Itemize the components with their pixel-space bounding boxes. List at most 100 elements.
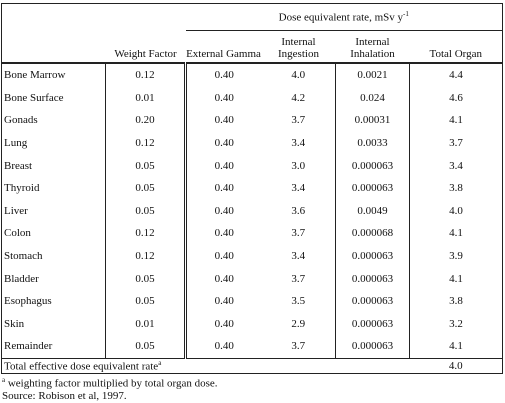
table-cell: 4.1 — [449, 227, 463, 240]
table-row: Breast 0.05 0.40 3.0 0.000063 3.4 — [1, 154, 503, 177]
table-cell: 0.05 — [105, 176, 187, 200]
table-row: Gonads 0.20 0.40 3.7 0.00031 4.1 — [1, 109, 503, 132]
table-cell: 0.40 — [214, 204, 234, 217]
table-row: Bone Marrow 0.12 0.40 4.0 0.0021 4.4 — [1, 63, 503, 87]
table-cell: 2.9 — [261, 312, 336, 336]
table-cell: 0.000063 — [335, 312, 410, 336]
table-cell: 4.0 — [261, 63, 336, 87]
group-header-sup: -1 — [403, 10, 409, 19]
table-cell: 0.01 — [105, 86, 187, 110]
table-cell: 0.000063 — [335, 267, 410, 290]
table-cell: 0.05 — [105, 267, 187, 290]
row-label: Remainder — [1, 335, 106, 359]
table-cell: 3.7 — [449, 137, 463, 150]
table-row: Remainder 0.05 0.40 3.7 0.000063 4.1 — [1, 335, 503, 359]
table-cell: 0.40 — [214, 272, 234, 285]
total-value: 4.0 — [409, 357, 503, 374]
table-row: Bladder 0.05 0.40 3.7 0.000063 4.1 — [1, 267, 503, 290]
total-label: Total effective dose equivalent rate — [4, 360, 159, 373]
column-header: Weight Factor — [105, 30, 186, 64]
row-label: Bladder — [1, 267, 106, 290]
table-row: Colon 0.12 0.40 3.7 0.000068 4.1 — [1, 222, 503, 245]
table-cell: 0.00031 — [335, 109, 410, 132]
table-row: Stomach 0.12 0.40 3.4 0.000063 3.9 — [1, 244, 503, 268]
table-row: Lung 0.12 0.40 3.4 0.0033 3.7 — [1, 131, 503, 155]
table-cell: 0.40 — [214, 137, 234, 150]
table-cell: 0.40 — [214, 340, 234, 353]
table-cell: 3.2 — [449, 317, 463, 330]
table-cell: 0.05 — [105, 289, 187, 313]
table-cell: 4.4 — [449, 69, 463, 82]
column-header: Internal Inhalation — [335, 30, 410, 64]
total-label-sup: a — [158, 358, 162, 367]
table-row: Esophagus 0.05 0.40 3.5 0.000063 3.8 — [1, 289, 503, 313]
row-label: Liver — [1, 199, 106, 223]
page: Dose equivalent rate, mSv y-1 Weight Fac… — [0, 3, 503, 403]
table-cell: 0.40 — [214, 250, 234, 263]
table-row: Bone Surface 0.01 0.40 4.2 0.024 4.6 — [1, 86, 503, 110]
table-cell: 4.1 — [449, 340, 463, 353]
table-cell: 0.12 — [105, 131, 187, 155]
row-label: Breast — [1, 154, 106, 177]
total-row: Total effective dose equivalent ratea 4.… — [1, 357, 503, 374]
row-label: Thyroid — [1, 176, 106, 200]
table-cell: 3.9 — [449, 250, 463, 263]
table-cell: 3.7 — [261, 222, 336, 245]
table-cell: 3.7 — [261, 335, 336, 359]
table-cell: 4.0 — [449, 204, 463, 217]
table-cell: 0.000063 — [335, 176, 410, 200]
table-cell: 0.01 — [105, 312, 187, 336]
row-label: Colon — [1, 222, 106, 245]
table-cell: 0.0049 — [335, 199, 410, 223]
table-cell: 0.05 — [105, 154, 187, 177]
header-row: Dose equivalent rate, mSv y-1 — [2, 3, 503, 31]
table-cell: 3.5 — [261, 289, 336, 313]
footnote-marker: a — [2, 375, 6, 384]
table-row: Skin 0.01 0.40 2.9 0.000063 3.2 — [1, 312, 503, 336]
table-body: Bone Marrow 0.12 0.40 4.0 0.0021 4.4 Bone Surf… — [1, 63, 503, 359]
table-cell: 3.4 — [449, 159, 463, 172]
column-header-row: Weight Factor External Gamma Internal Inge… — [1, 30, 503, 64]
table-row: Thyroid 0.05 0.40 3.4 0.000063 3.8 — [1, 176, 503, 200]
table-cell: 0.0021 — [335, 63, 410, 87]
table-cell: 3.4 — [261, 244, 336, 268]
row-label: Esophagus — [1, 289, 106, 313]
table-cell: 0.40 — [214, 295, 234, 308]
table-cell: 0.20 — [105, 109, 187, 132]
table-cell: 4.6 — [449, 91, 463, 104]
source: Source: Robison et al, 1997. — [2, 390, 127, 403]
group-header: Dose equivalent rate, mSv y-1 — [185, 3, 503, 31]
column-header: Total Organ — [409, 30, 503, 64]
row-label: Stomach — [1, 244, 106, 268]
table-cell: 0.40 — [214, 317, 234, 330]
table-cell: 0.40 — [214, 182, 234, 195]
table-cell: 0.40 — [214, 114, 234, 127]
table-cell: 3.4 — [261, 131, 336, 155]
table-cell: 3.6 — [261, 199, 336, 223]
table-cell: 0.05 — [105, 335, 187, 359]
table-cell: 0.40 — [214, 69, 234, 82]
row-label: Lung — [1, 131, 106, 155]
table-cell: 0.000063 — [335, 154, 410, 177]
table-cell: 4.2 — [261, 86, 336, 110]
group-header-text: Dose equivalent rate, mSv y — [278, 11, 403, 24]
table-cell: 3.0 — [261, 154, 336, 177]
table-row: Liver 0.05 0.40 3.6 0.0049 4.0 — [1, 199, 503, 223]
table-cell: 3.7 — [261, 109, 336, 132]
table-cell: 0.000063 — [335, 289, 410, 313]
row-label: Bone Marrow — [1, 63, 106, 87]
table-cell: 4.1 — [449, 272, 463, 285]
table-cell: 0.05 — [105, 199, 187, 223]
table-cell: 4.1 — [449, 114, 463, 127]
column-header: External Gamma — [185, 30, 262, 64]
table-cell: 0.000063 — [335, 335, 410, 359]
table-cell: 0.12 — [105, 222, 187, 245]
row-label: Bone Surface — [1, 86, 106, 110]
table-cell: 3.4 — [261, 176, 336, 200]
table-cell: 0.024 — [335, 86, 410, 110]
table-cell: 0.40 — [214, 91, 234, 104]
footnote: a weighting factor multiplied by total o… — [2, 374, 503, 391]
column-header: Internal Ingestion — [261, 30, 336, 64]
table-cell: 3.8 — [449, 182, 463, 195]
dose-table: Dose equivalent rate, mSv y-1 Weight Fac… — [1, 3, 503, 374]
